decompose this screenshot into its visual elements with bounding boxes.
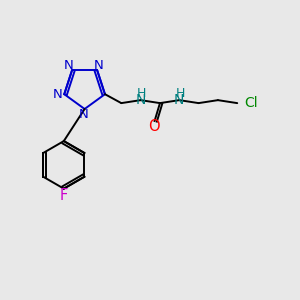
Text: H: H	[176, 87, 185, 100]
Text: N: N	[135, 92, 146, 106]
Text: F: F	[60, 188, 68, 203]
Text: N: N	[79, 108, 89, 121]
Text: N: N	[64, 59, 73, 72]
Text: H: H	[137, 87, 146, 100]
Text: N: N	[94, 59, 103, 72]
Text: N: N	[174, 92, 184, 106]
Text: Cl: Cl	[244, 95, 257, 110]
Text: N: N	[53, 88, 63, 101]
Text: O: O	[148, 119, 160, 134]
